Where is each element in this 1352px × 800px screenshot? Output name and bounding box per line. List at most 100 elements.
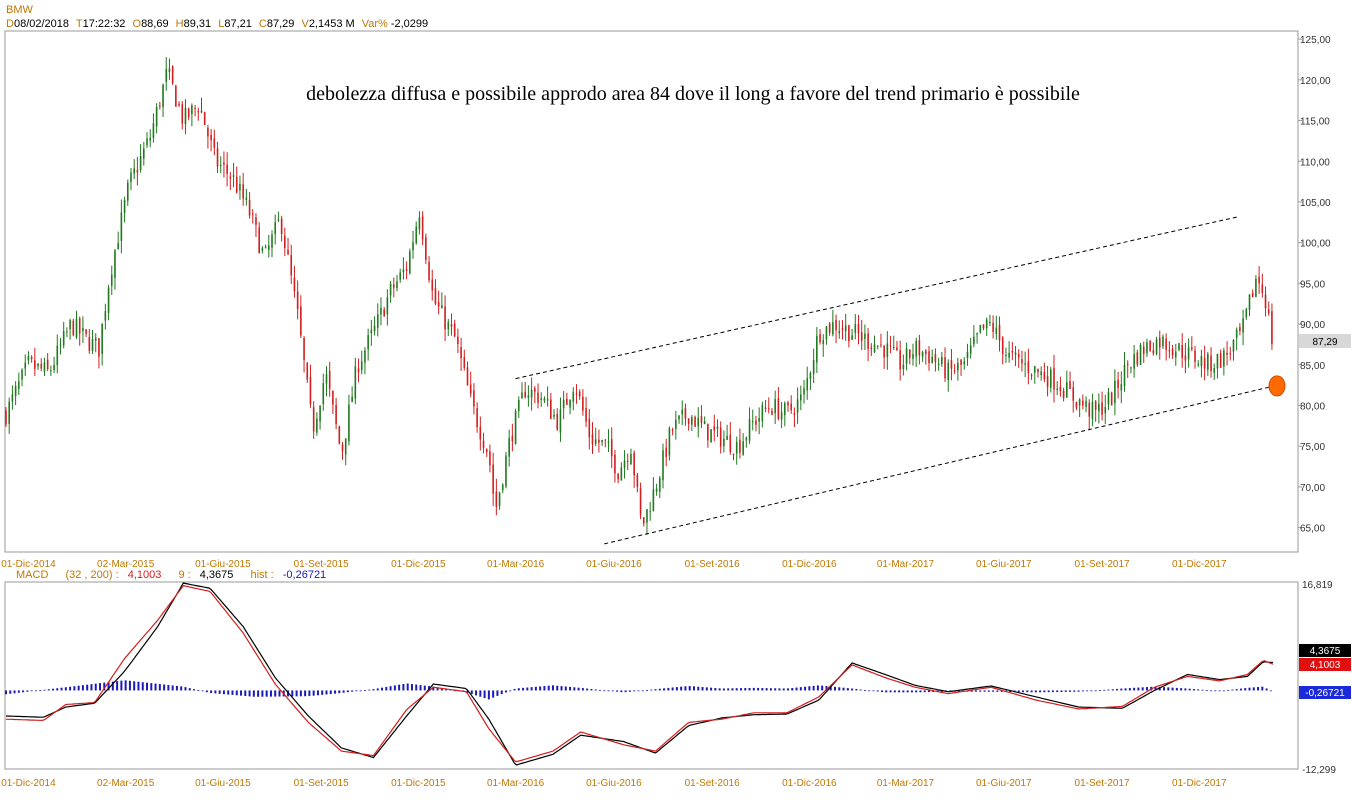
macd-histogram-bar [859,689,862,691]
candle-body [719,427,722,447]
macd-histogram-bar [898,690,901,693]
macd-histogram-bar [116,681,119,691]
candle-body [630,453,632,465]
high-label: H [176,18,184,30]
candle-body [992,322,994,332]
candle-body [120,212,123,241]
candle-body [1165,338,1167,350]
macd-histogram-bar [154,683,157,691]
candle-body [780,412,783,420]
macd-histogram-bar [167,684,170,691]
macd-histogram-bar [594,689,597,691]
candle-body [476,408,478,428]
macd-histogram-bar [43,689,46,691]
candle-body [110,274,113,286]
candle-body [88,336,91,351]
candle-body [1030,374,1033,376]
macd-histogram-bar [654,689,657,691]
candle-body [1120,384,1123,391]
candle-body [219,164,222,166]
candle-body [1232,339,1235,352]
macd-histogram-bar [1269,690,1272,692]
candle-body [1033,366,1036,373]
macd-histogram-bar [791,687,794,691]
close-value: 87,29 [267,18,295,30]
macd-histogram-bar [240,690,243,696]
price-axis-label: 80,00 [1300,401,1325,412]
candle-body [245,197,248,200]
candle-body [344,438,347,455]
candle-body [168,68,171,73]
macd-histogram-bar [436,687,439,691]
candle-body [264,246,267,248]
candle-body [934,354,937,363]
signal-tag [1299,644,1351,657]
candle-body [316,418,318,433]
candle-body [1082,400,1084,406]
candle-body [1264,294,1267,309]
candle-body [591,434,594,445]
macd-histogram-bar [1034,690,1037,693]
macd-histogram-bar [334,690,337,694]
x-axis-label: 01-Giu-2017 [976,778,1032,789]
candle-body [1072,387,1075,401]
candle-body [761,405,764,421]
candle-body [191,105,193,115]
macd-histogram-bar [564,686,567,691]
macd-histogram-bar [919,690,922,693]
candle-body [181,104,184,124]
macd-histogram-bar [86,684,89,691]
candle-body [623,460,626,468]
candle-body [732,453,735,455]
candle-body [675,419,677,430]
x-axis-label: 01-Mar-2016 [487,559,545,570]
macd-histogram-bar [1128,688,1131,691]
candle-body [1075,401,1078,408]
macd-histogram-bar [487,690,490,700]
candle-body [572,391,575,402]
price-axis-label: 115,00 [1300,117,1330,128]
macd-histogram-bar [111,681,114,691]
price-panel [4,30,1299,553]
macd-series [5,582,1274,766]
candle-body [726,435,728,440]
macd-histogram-bar [1051,690,1054,693]
candle-body [905,348,908,364]
macd-histogram-bar [1017,690,1020,693]
macd-histogram-bar [667,687,670,691]
macd-histogram-bar [663,688,666,691]
macd-histogram-bar [765,688,768,691]
candle-body [639,488,642,516]
candle-body [251,213,254,215]
candle-body [235,176,238,193]
candle-body [1219,353,1222,368]
price-axis: 65,00 70,00 75,00 80,00 85,00 90,00 95,00 100,0… [1298,35,1331,535]
candle-body [873,344,876,353]
candle-body [505,455,507,487]
macd-histogram-bar [543,686,546,691]
candle-body [274,222,277,235]
candle-body [899,350,901,370]
candle-body [290,254,293,276]
candle-body [543,398,546,401]
price-axis-label: 65,00 [1300,524,1325,535]
macd-histogram-bar [628,690,631,692]
candle-body [229,176,232,179]
candle-body [123,199,126,213]
macd-histogram-bar [940,690,943,692]
candle-body [213,138,216,148]
macd-histogram-bar [1248,687,1251,691]
candle-body [1049,369,1052,388]
candle-body [707,423,709,441]
macd-histogram-bar [13,690,16,694]
macd-histogram-bar [1158,686,1161,691]
macd-histogram-bar [731,688,734,691]
macd-histogram-bar [641,690,644,692]
candle-body [498,492,501,507]
macd-histogram-bar [996,690,999,692]
candle-body [700,416,703,424]
channel-trendline [515,216,1239,380]
candle-body [1174,351,1177,358]
macd-histogram-bar [1098,690,1101,691]
candle-body [370,329,373,334]
